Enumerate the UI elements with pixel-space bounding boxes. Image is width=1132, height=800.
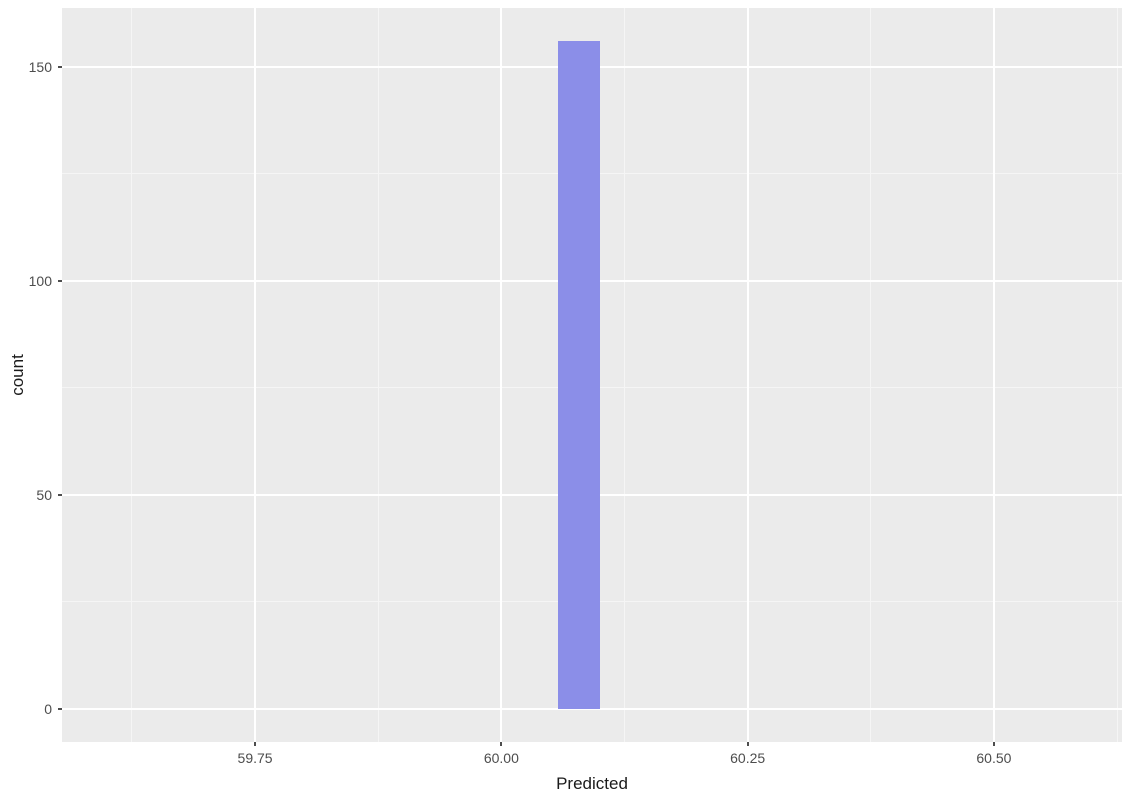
x-grid-minor: [378, 8, 379, 742]
y-tick-label: 100: [29, 273, 52, 289]
y-tick-mark: [58, 494, 62, 496]
x-grid-major: [500, 8, 502, 742]
x-tick-label: 60.50: [976, 750, 1011, 766]
x-tick-label: 60.25: [730, 750, 765, 766]
x-grid-major: [254, 8, 256, 742]
y-tick-label: 150: [29, 59, 52, 75]
x-tick-mark: [747, 742, 749, 746]
x-tick-mark: [500, 742, 502, 746]
y-tick-mark: [58, 66, 62, 68]
x-grid-minor: [870, 8, 871, 742]
x-grid-major: [747, 8, 749, 742]
x-tick-label: 60.00: [484, 750, 519, 766]
y-tick-label: 0: [44, 701, 52, 717]
x-tick-mark: [993, 742, 995, 746]
x-tick-mark: [254, 742, 256, 746]
x-grid-minor: [624, 8, 625, 742]
histogram-bar: [558, 41, 600, 708]
x-grid-major: [993, 8, 995, 742]
x-grid-minor: [1117, 8, 1118, 742]
x-grid-minor: [131, 8, 132, 742]
y-tick-label: 50: [36, 487, 52, 503]
x-tick-label: 59.75: [238, 750, 273, 766]
y-tick-mark: [58, 708, 62, 710]
y-axis-title: count: [8, 354, 28, 396]
y-tick-mark: [58, 280, 62, 282]
chart-stage: Predicted count 59.75 60.00 60.25 60.50 0 50 1…: [0, 0, 1132, 800]
x-axis-title: Predicted: [556, 774, 628, 794]
